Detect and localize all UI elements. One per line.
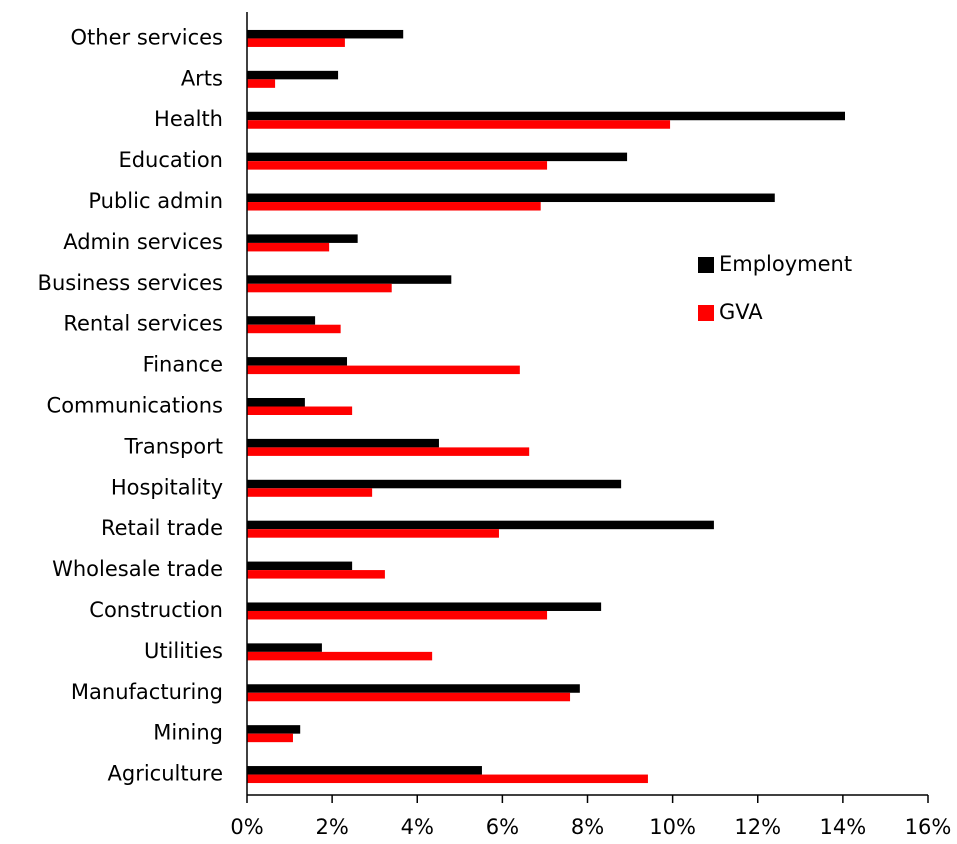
- y-tick-label: Other services: [71, 25, 223, 49]
- x-tick-label: 12%: [734, 815, 781, 839]
- bar: [247, 365, 520, 375]
- y-tick-label: Construction: [89, 598, 223, 622]
- legend-label: GVA: [719, 300, 763, 324]
- bar: [247, 275, 452, 284]
- y-tick-label: Admin services: [63, 230, 223, 254]
- bar: [247, 651, 433, 661]
- y-tick-label: Transport: [123, 434, 223, 458]
- y-tick-label: Wholesale trade: [52, 557, 223, 581]
- y-tick-label: Hospitality: [111, 475, 223, 499]
- y-tick-label: Rental services: [63, 312, 223, 336]
- y-tick-label: Public admin: [88, 189, 223, 213]
- bar: [247, 161, 548, 170]
- bar: [247, 193, 775, 203]
- x-tick-label: 16%: [905, 815, 952, 839]
- bar: [247, 561, 353, 571]
- bar: [247, 38, 345, 47]
- bar: [247, 529, 499, 538]
- legend-label: Employment: [719, 252, 852, 276]
- bar: [247, 324, 341, 334]
- bar: [247, 479, 622, 489]
- y-tick-label: Education: [118, 148, 223, 172]
- bar: [247, 774, 648, 784]
- legend-swatch: [698, 305, 714, 321]
- bar: [247, 120, 671, 129]
- bar: [247, 725, 301, 734]
- y-tick-label: Manufacturing: [71, 680, 223, 704]
- y-tick-label: Business services: [38, 271, 223, 295]
- legend-swatch: [698, 257, 714, 273]
- y-tick-label: Utilities: [144, 639, 223, 663]
- bar: [247, 684, 580, 693]
- y-tick-label: Mining: [153, 721, 223, 745]
- bar: [247, 29, 404, 39]
- bar: [247, 733, 293, 743]
- bar: [247, 406, 353, 415]
- y-tick-label: Health: [154, 107, 223, 131]
- y-tick-label: Finance: [143, 353, 223, 377]
- bar: [247, 488, 373, 497]
- bar: [247, 242, 330, 252]
- bar: [247, 643, 322, 652]
- bar: [247, 520, 714, 530]
- y-tick-label: Communications: [47, 394, 223, 418]
- bar: [247, 570, 385, 579]
- bar: [247, 202, 541, 211]
- bar: [247, 766, 482, 775]
- bar: [247, 610, 548, 620]
- y-tick-label: Retail trade: [101, 516, 223, 540]
- x-tick-label: 6%: [486, 815, 519, 839]
- x-tick-label: 0%: [230, 815, 263, 839]
- bar: [247, 357, 348, 366]
- y-tick-label: Arts: [181, 66, 223, 90]
- bar: [247, 316, 316, 325]
- bar: [247, 234, 358, 243]
- bar: [247, 79, 276, 88]
- bar: [247, 283, 392, 293]
- x-tick-label: 4%: [401, 815, 434, 839]
- bar: [247, 692, 571, 702]
- x-tick-label: 14%: [820, 815, 867, 839]
- bar: [247, 602, 602, 611]
- x-tick-label: 8%: [571, 815, 604, 839]
- bar: [247, 447, 530, 456]
- x-tick-label: 10%: [649, 815, 696, 839]
- bar: [247, 111, 846, 121]
- bar: [247, 398, 305, 407]
- bar: [247, 70, 339, 80]
- y-tick-label: Agriculture: [108, 762, 224, 786]
- bar: [247, 438, 439, 448]
- bar: [247, 152, 628, 162]
- x-tick-label: 2%: [315, 815, 348, 839]
